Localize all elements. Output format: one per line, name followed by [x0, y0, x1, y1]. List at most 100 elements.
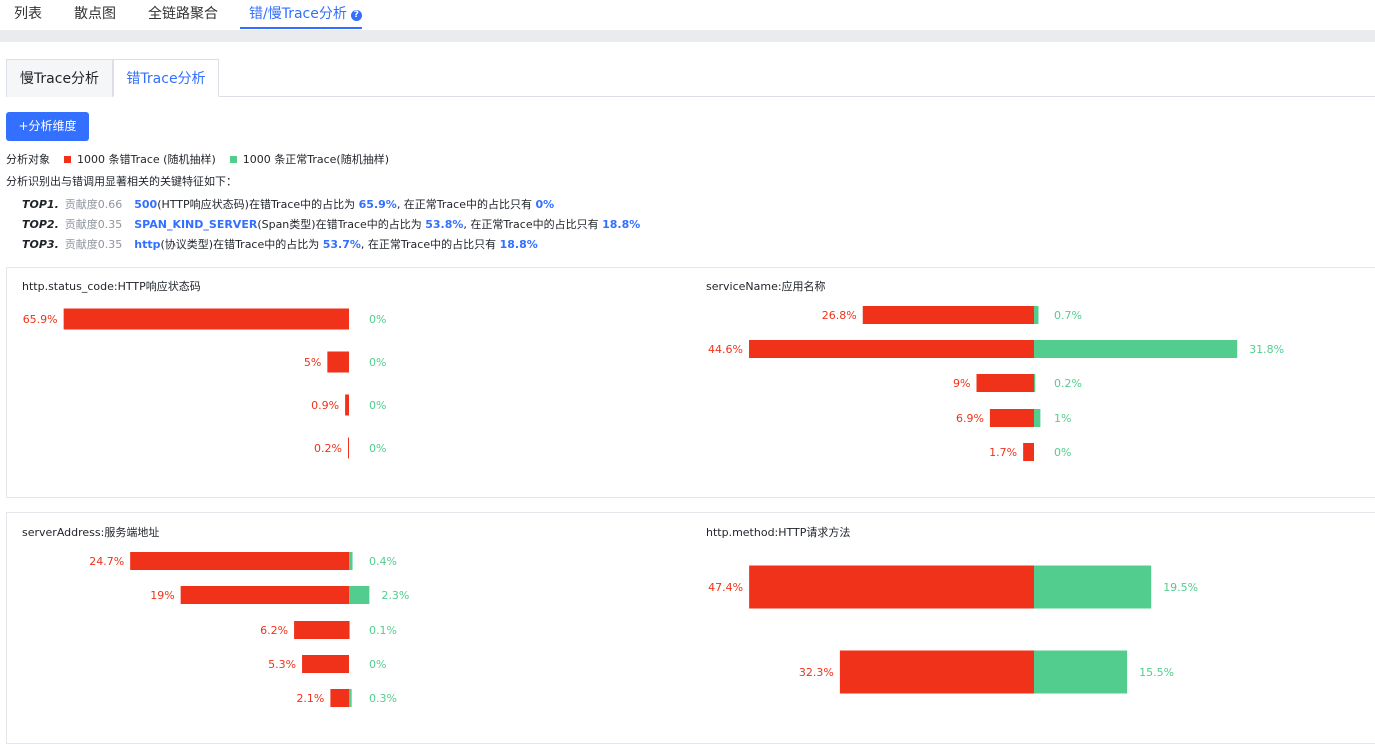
- tab-list[interactable]: 列表: [14, 6, 42, 22]
- error-bar-status-code-0: [63, 308, 349, 330]
- feature-mid: , 在正常Trace中的占比只有: [463, 218, 603, 231]
- normal-label-service-name-3: 1%: [1054, 412, 1071, 425]
- normal-label-status-code-3: 0%: [369, 442, 386, 455]
- normal-bar-server-address-0: [349, 552, 353, 570]
- feature-key: 500: [134, 198, 158, 211]
- error-label-service-name-0: 26.8%: [822, 309, 857, 322]
- error-label-server-address-0: 24.7%: [89, 555, 124, 568]
- contribution: 贡献度0.35: [64, 218, 123, 231]
- feature-key: http: [134, 238, 161, 251]
- top-rank: TOP2.: [22, 218, 59, 231]
- error-bar-server-address-3: [302, 655, 349, 673]
- feature-key: SPAN_KIND_SERVER: [134, 218, 258, 231]
- tab-scatter[interactable]: 散点图: [74, 6, 116, 22]
- normal-bar-http-method-1: [1034, 650, 1128, 694]
- error-bar-server-address-1: [180, 586, 349, 604]
- error-label-server-address-3: 5.3%: [268, 658, 296, 671]
- top-rank: TOP3.: [22, 238, 59, 251]
- help-icon[interactable]: ?: [350, 10, 362, 21]
- error-bar-service-name-1: [749, 340, 1034, 358]
- normal-pct: 0%: [535, 198, 555, 211]
- normal-label-status-code-1: 0%: [369, 356, 386, 369]
- normal-bar-server-address-2: [349, 621, 350, 639]
- chart-panel-top: [6, 267, 1375, 498]
- tab-slow-trace[interactable]: 慢Trace分析: [6, 59, 113, 97]
- error-label-server-address-4: 2.1%: [296, 692, 324, 705]
- error-pct: 53.8%: [425, 218, 464, 231]
- normal-label-server-address-2: 0.1%: [369, 624, 397, 637]
- normal-bar-http-method-0: [1034, 565, 1152, 609]
- tab-error-slow-trace[interactable]: 错/慢Trace分析?: [249, 3, 362, 23]
- active-tab-indicator: [240, 27, 362, 29]
- normal-label-http-method-1: 15.5%: [1139, 666, 1174, 679]
- error-bar-http-method-1: [839, 650, 1034, 694]
- add-dimension-button[interactable]: +分析维度: [6, 112, 89, 141]
- normal-label-server-address-3: 0%: [369, 658, 386, 671]
- feature-mid: , 在正常Trace中的占比只有: [396, 198, 536, 211]
- error-label-http-method-0: 47.4%: [708, 581, 743, 594]
- chart-title-status-code: http.status_code:HTTP响应状态码: [22, 280, 201, 293]
- error-label-server-address-1: 19%: [150, 589, 174, 602]
- analysis-intro: 分析识别出与错调用显著相关的关键特征如下：: [6, 175, 237, 188]
- error-label-server-address-2: 6.2%: [260, 624, 288, 637]
- error-label-service-name-3: 6.9%: [956, 412, 984, 425]
- error-label-status-code-1: 5%: [304, 356, 321, 369]
- feature-desc: (协议类型)在错Trace中的占比为: [160, 238, 323, 251]
- normal-bar-server-address-1: [349, 586, 370, 604]
- chart-panel-bottom: [6, 512, 1375, 744]
- error-label-status-code-2: 0.9%: [311, 399, 339, 412]
- error-bar-server-address-0: [130, 552, 349, 570]
- error-legend-swatch: [64, 155, 71, 163]
- error-legend-label: 1000 条错Trace (随机抽样): [77, 153, 216, 166]
- normal-label-http-method-0: 19.5%: [1163, 581, 1198, 594]
- chart-title-http-method: http.method:HTTP请求方法: [706, 526, 851, 539]
- feature-desc: (HTTP响应状态码)在错Trace中的占比为: [157, 198, 359, 211]
- normal-bar-service-name-3: [1034, 409, 1041, 427]
- error-bar-http-method-0: [749, 565, 1034, 609]
- tab-full-chain[interactable]: 全链路聚合: [148, 6, 218, 22]
- tab-error-slow-trace-label: 错/慢Trace分析: [249, 6, 347, 22]
- normal-label-status-code-2: 0%: [369, 399, 386, 412]
- error-label-http-method-1: 32.3%: [799, 666, 834, 679]
- normal-label-service-name-4: 0%: [1054, 446, 1071, 459]
- error-label-service-name-1: 44.6%: [708, 343, 743, 356]
- normal-label-service-name-0: 0.7%: [1054, 309, 1082, 322]
- top-feature-2: TOP2. 贡献度0.35 SPAN_KIND_SERVER(Span类型)在错Tr…: [22, 216, 640, 232]
- sub-tab-baseline: [6, 96, 1375, 97]
- error-label-status-code-3: 0.2%: [314, 442, 342, 455]
- error-bar-status-code-3: [348, 437, 349, 459]
- chart-title-server-address: serverAddress:服务端地址: [22, 526, 160, 539]
- normal-label-status-code-0: 0%: [369, 313, 386, 326]
- normal-bar-service-name-2: [1034, 374, 1036, 392]
- tab-error-trace[interactable]: 错Trace分析: [113, 59, 219, 97]
- feature-desc: (Span类型)在错Trace中的占比为: [257, 218, 426, 231]
- top-feature-1: TOP1. 贡献度0.66 500(HTTP响应状态码)在错Trace中的占比为 6…: [22, 196, 554, 212]
- normal-pct: 18.8%: [602, 218, 641, 231]
- error-bar-server-address-2: [294, 621, 349, 639]
- top-feature-3: TOP3. 贡献度0.35 http(协议类型)在错Trace中的占比为 53.7%…: [22, 236, 538, 252]
- error-bar-service-name-2: [976, 374, 1034, 392]
- chart-title-service-name: serviceName:应用名称: [706, 280, 826, 293]
- normal-legend-label: 1000 条正常Trace(随机抽样): [242, 153, 390, 166]
- normal-label-server-address-0: 0.4%: [369, 555, 397, 568]
- error-bar-server-address-4: [330, 689, 349, 707]
- error-bar-status-code-2: [345, 394, 349, 416]
- top-tab-bar: 列表 散点图 全链路聚合 错/慢Trace分析?: [0, 0, 1375, 30]
- normal-label-service-name-1: 31.8%: [1249, 343, 1284, 356]
- contribution: 贡献度0.35: [64, 238, 123, 251]
- top-rank: TOP1.: [22, 198, 59, 211]
- error-bar-service-name-3: [989, 409, 1034, 427]
- section-divider: [0, 30, 1375, 42]
- error-bar-service-name-0: [862, 306, 1034, 324]
- normal-bar-server-address-4: [349, 689, 352, 707]
- normal-bar-service-name-0: [1034, 306, 1039, 324]
- contribution: 贡献度0.66: [64, 198, 123, 211]
- normal-label-service-name-2: 0.2%: [1054, 377, 1082, 390]
- normal-pct: 18.8%: [499, 238, 538, 251]
- error-label-service-name-2: 9%: [953, 377, 970, 390]
- error-label-status-code-0: 65.9%: [23, 313, 58, 326]
- error-bar-status-code-1: [327, 351, 349, 373]
- analysis-object-label: 分析对象: [6, 153, 50, 166]
- normal-label-server-address-1: 2.3%: [381, 589, 409, 602]
